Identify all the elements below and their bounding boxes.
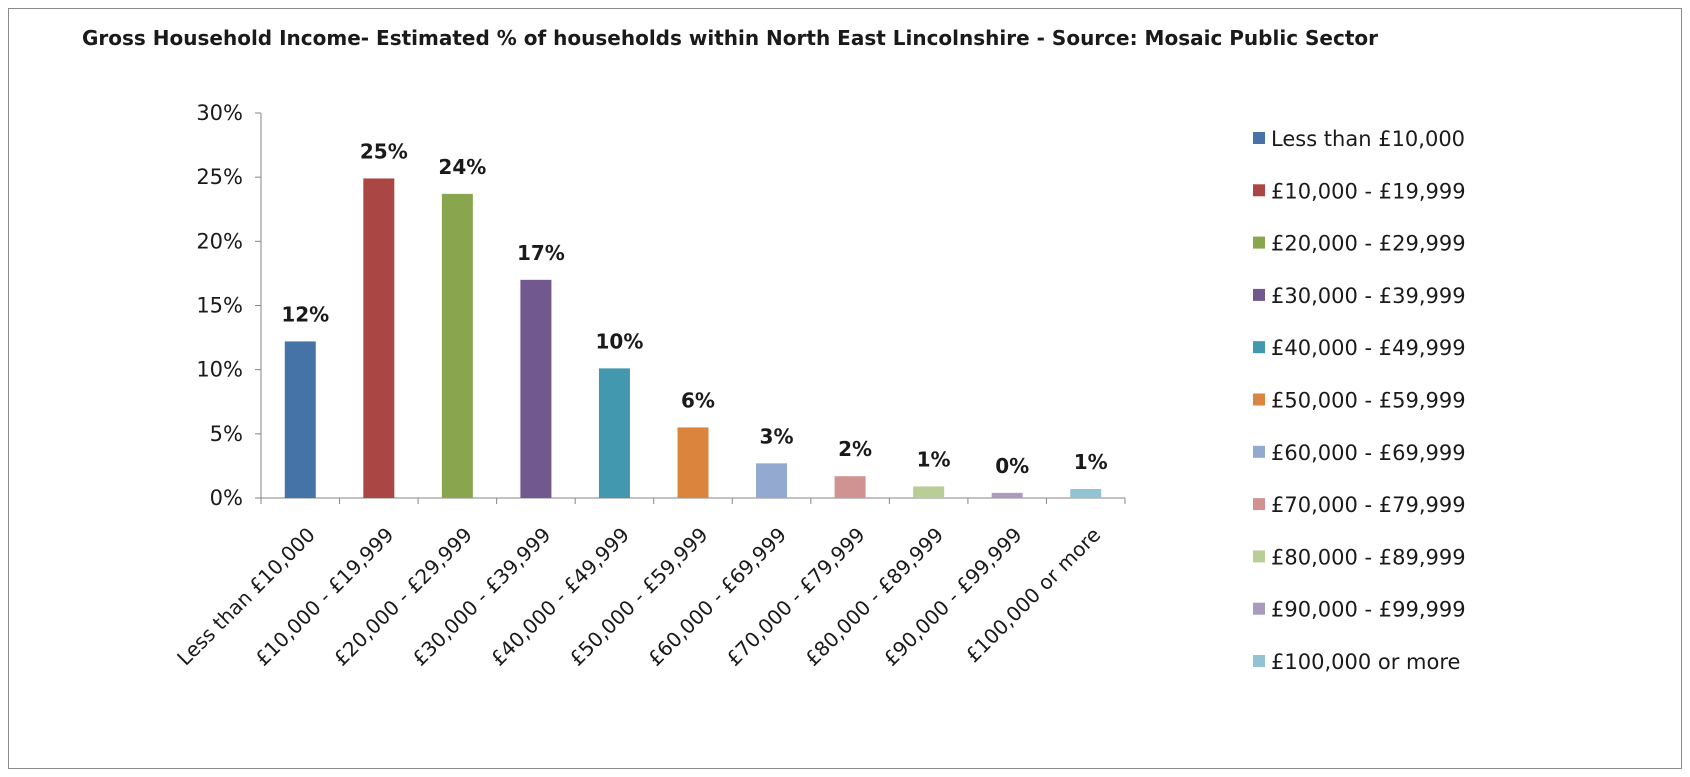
y-tick-label: 10% (196, 358, 243, 382)
bar (756, 463, 788, 498)
x-tick-label: £70,000 - £79,999 (722, 523, 870, 671)
y-tick-label: 20% (196, 229, 243, 253)
bar (363, 178, 395, 498)
legend-swatch (1253, 498, 1265, 511)
x-axis-labels: Less than £10,000£10,000 - £19,999£20,00… (172, 523, 1105, 671)
data-label: 2% (838, 437, 872, 461)
legend-swatch (1253, 132, 1265, 144)
legend-swatch (1253, 550, 1265, 563)
legend-swatch (1253, 393, 1265, 406)
legend-swatch (1253, 236, 1265, 249)
bar (1070, 489, 1102, 498)
y-axis-ticks: 0% 5% 10% 15% 20% 25% 30% (196, 101, 261, 510)
legend-label: Less than £10,000 (1271, 127, 1465, 151)
x-tick-label: £80,000 - £89,999 (800, 523, 948, 671)
x-tick-label: £50,000 - £59,999 (565, 523, 713, 671)
bar (598, 368, 630, 498)
data-labels: 12% 25% 24% 17% 10% 6% 3% 2% 1% 0% 1% (281, 139, 1107, 477)
x-tick-label: Less than £10,000 (172, 523, 320, 671)
x-tick-label: £90,000 - £99,999 (879, 523, 1027, 671)
x-tick-label: £10,000 - £19,999 (250, 523, 398, 671)
y-tick-label: 5% (210, 422, 243, 446)
legend-swatch (1253, 602, 1265, 615)
bar (520, 279, 552, 498)
x-tick-label: £60,000 - £69,999 (643, 523, 791, 671)
legend-label: £90,000 - £99,999 (1271, 598, 1466, 622)
legend-label: £100,000 or more (1271, 650, 1460, 674)
legend-swatch (1253, 341, 1265, 354)
data-label: 24% (438, 155, 486, 179)
bar (991, 492, 1023, 498)
legend-label: £80,000 - £89,999 (1271, 545, 1466, 569)
legend-label: £70,000 - £79,999 (1271, 493, 1466, 517)
data-label: 25% (360, 139, 408, 163)
legend-swatch (1253, 184, 1265, 197)
legend-label: £50,000 - £59,999 (1271, 389, 1466, 413)
y-tick-label: 15% (196, 294, 243, 318)
data-label: 3% (760, 424, 794, 448)
x-tick-label: £20,000 - £29,999 (329, 523, 477, 671)
bar (677, 427, 709, 498)
legend: Less than £10,000 £10,000 - £19,999 £20,00… (1253, 127, 1466, 674)
legend-swatch (1253, 288, 1265, 301)
legend-label: £60,000 - £69,999 (1271, 441, 1466, 465)
data-label: 10% (596, 329, 644, 353)
data-label: 1% (1074, 450, 1108, 474)
legend-label: £20,000 - £29,999 (1271, 232, 1466, 256)
data-label: 0% (995, 454, 1029, 478)
data-label: 12% (281, 302, 329, 326)
data-label: 6% (681, 388, 715, 412)
y-tick-label: 30% (196, 101, 243, 125)
bars (284, 178, 1102, 498)
bar (284, 341, 316, 498)
x-tick-label: £40,000 - £49,999 (486, 523, 634, 671)
bar (441, 193, 473, 498)
bar (913, 486, 945, 498)
legend-label: £30,000 - £39,999 (1271, 284, 1466, 308)
chart-title: Gross Household Income- Estimated % of h… (82, 26, 1378, 50)
x-tick-label: £30,000 - £39,999 (407, 523, 555, 671)
legend-label: £10,000 - £19,999 (1271, 179, 1466, 203)
x-tick-label: £100,000 or more (961, 523, 1106, 668)
bar (834, 476, 866, 498)
y-tick-label: 25% (196, 165, 243, 189)
data-label: 1% (917, 447, 951, 471)
y-tick-label: 0% (210, 486, 243, 510)
legend-swatch (1253, 655, 1265, 667)
data-label: 17% (517, 241, 565, 265)
legend-label: £40,000 - £49,999 (1271, 336, 1466, 360)
legend-swatch (1253, 445, 1265, 458)
